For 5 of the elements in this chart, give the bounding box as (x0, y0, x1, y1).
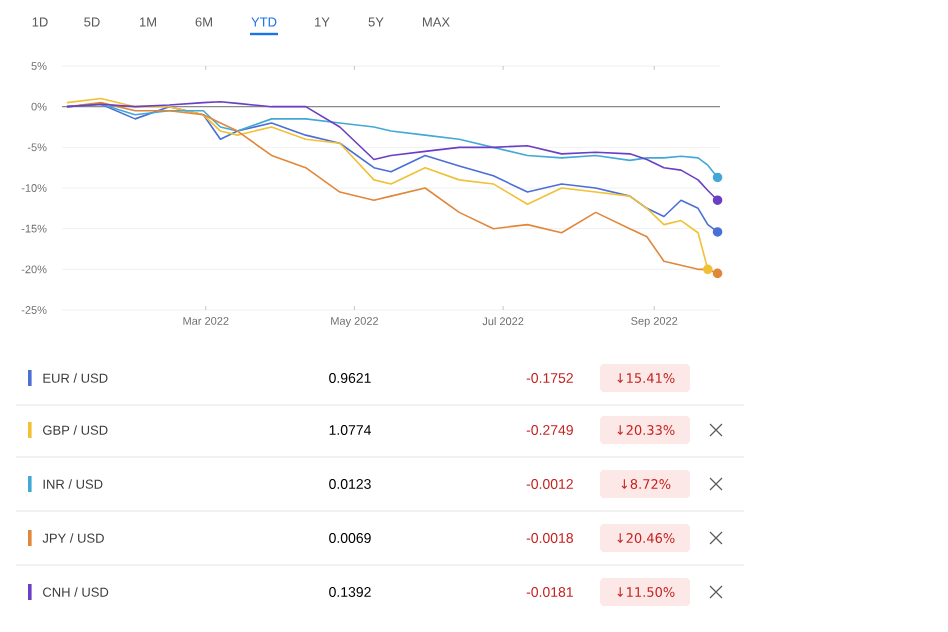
point (712, 195, 723, 206)
point (712, 268, 723, 279)
point (712, 227, 723, 237)
point (712, 172, 723, 183)
point (703, 264, 713, 275)
